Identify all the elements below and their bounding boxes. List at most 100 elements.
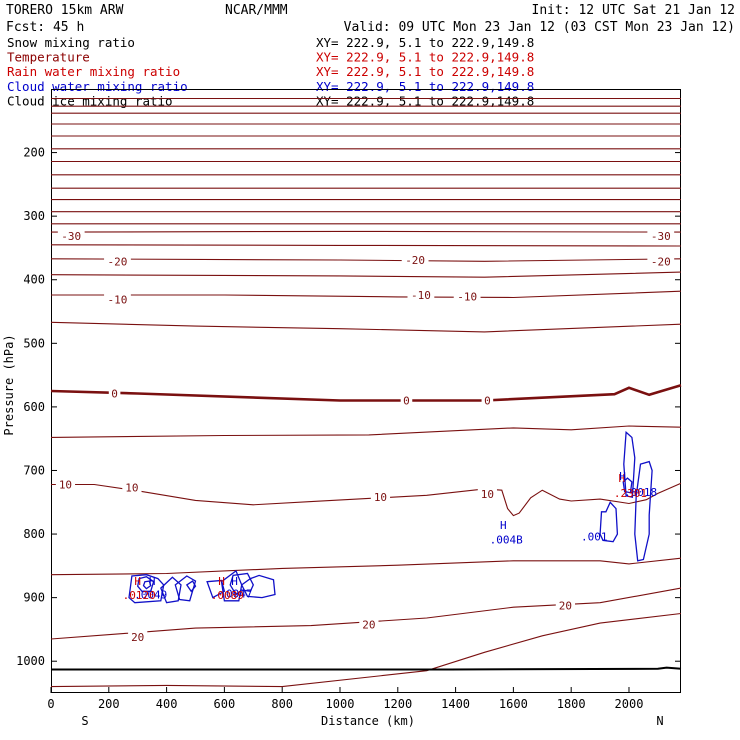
x-tick-label: 400	[156, 697, 178, 711]
cloud-water-contour	[622, 477, 633, 494]
end-label-south: S	[81, 714, 88, 728]
isotherm-line	[50, 587, 682, 640]
isotherm-label-bg	[55, 478, 76, 491]
cloud-water-contour	[240, 574, 276, 599]
isotherm-label-bg	[481, 394, 494, 407]
isotherm-label: 10	[125, 482, 138, 495]
cloud-water-contour	[634, 460, 653, 562]
isotherm-label: 20	[362, 618, 375, 631]
cloud-water-contour	[128, 574, 165, 604]
legend-label: Cloud water mixing ratio	[7, 79, 188, 94]
init-time: Init: 12 UTC Sat 21 Jan 12	[532, 3, 736, 18]
isotherm-label-bg	[108, 387, 121, 400]
isotherm-label: 0	[111, 388, 118, 401]
isotherm-label: -10	[457, 290, 477, 303]
contour-labels: -30 -30 -20 -20 -20 -10 -10 -10 0 0 0 10 10 10 10 20 20 2…	[55, 229, 675, 644]
isotherm-label-bg	[104, 293, 131, 306]
high-marker: H	[149, 575, 156, 588]
isotherm-line	[50, 271, 682, 278]
x-tick-label: 1400	[441, 697, 470, 711]
isotherm-label: -20	[405, 254, 425, 267]
freezing-isotherm	[50, 384, 682, 402]
legend-xy: XY= 222.9, 5.1 to 222.9,149.8	[316, 35, 534, 50]
cloud-water-contour	[220, 569, 243, 602]
x-tick-label: 800	[271, 697, 293, 711]
legend-xy: XY= 222.9, 5.1 to 222.9,149.8	[316, 93, 534, 108]
valid-time: Valid: 09 UTC Mon 23 Jan 12 (03 CST Mon …	[344, 20, 735, 35]
high-marker: H	[619, 470, 626, 483]
isotherm-label: 10	[481, 488, 494, 501]
isotherm-line	[51, 482, 682, 517]
ground-surface	[51, 666, 682, 671]
y-tick-label: 700	[23, 463, 45, 477]
mixing-ratio-label: .2301	[614, 487, 647, 500]
isotherm-label-bg	[104, 255, 131, 268]
model-title: TORERO 15km ARW	[6, 3, 124, 18]
legend-label: Cloud ice mixing ratio	[7, 93, 173, 108]
x-tick-label: 1600	[499, 697, 528, 711]
isotherm-line	[50, 258, 682, 262]
isotherm-label: -30	[651, 230, 671, 243]
legend: Snow mixing ratio XY= 222.9, 5.1 to 222.9…	[7, 35, 534, 108]
isotherm-label: -10	[108, 293, 128, 306]
legend-label: Rain water mixing ratio	[7, 64, 180, 79]
y-tick-label: 300	[23, 209, 45, 223]
isotherm-label-bg	[57, 229, 85, 242]
isotherm-label-bg	[370, 491, 391, 504]
cloud-water-contour	[206, 579, 226, 599]
cloud-water-contours	[128, 430, 653, 604]
cloud-water-contour	[185, 580, 197, 593]
high-marker: H	[134, 575, 141, 588]
forecast-hour: Fcst: 45 h	[6, 20, 84, 35]
isotherm-line	[50, 425, 682, 438]
isotherm-label-bg	[128, 631, 148, 644]
isotherm-line	[50, 557, 682, 576]
legend-xy: XY= 222.9, 5.1 to 222.9,149.8	[316, 64, 534, 79]
x-tick-label: 600	[214, 697, 236, 711]
isotherm-label-bg	[647, 255, 675, 268]
isotherm-line	[51, 290, 682, 299]
high-marker: H	[231, 575, 238, 588]
cloud-water-contour	[599, 501, 619, 543]
org-label: NCAR/MMM	[225, 3, 288, 18]
y-tick-label: 900	[23, 591, 45, 605]
high-marker: H	[618, 472, 625, 485]
mixing-ratio-label: .0047	[219, 588, 252, 601]
isotherm-label: 0	[484, 395, 491, 408]
x-tick-label: 0	[47, 697, 54, 711]
isotherm-label: -20	[108, 255, 128, 268]
cloud-water-contour	[174, 575, 197, 602]
isotherm-label: -30	[61, 230, 81, 243]
x-tick-label: 200	[98, 697, 120, 711]
isotherm-label: -20	[651, 255, 671, 268]
cloud-water-contour	[229, 572, 255, 596]
x-tick-label: 1800	[557, 697, 586, 711]
isotherm-label-bg	[407, 288, 435, 301]
legend-xy: XY= 222.9, 5.1 to 222.9,149.8	[316, 50, 534, 65]
high-marker: H	[500, 519, 507, 532]
temperature-contours	[50, 97, 682, 688]
isotherm-label-bg	[555, 599, 576, 612]
end-label-north: N	[656, 714, 663, 728]
y-tick-label: 200	[23, 146, 45, 160]
y-tick-label: 500	[23, 336, 45, 350]
isotherm-line	[50, 612, 682, 688]
isotherm-line	[50, 321, 682, 333]
y-axis-title: Pressure (hPa)	[2, 334, 16, 435]
mixing-ratio-label: .0089	[211, 589, 244, 602]
legend-label: Snow mixing ratio	[7, 35, 135, 50]
cloud-water-contour	[142, 580, 152, 590]
y-tick-label: 600	[23, 400, 45, 414]
cloud-water-contour	[137, 575, 155, 592]
y-tick-label: 400	[23, 273, 45, 287]
isotherm-label-bg	[122, 481, 142, 494]
isotherm-label: 20	[131, 631, 144, 644]
legend-label: Temperature	[7, 50, 90, 65]
isotherm-label: 10	[59, 478, 72, 491]
x-tick-label: 1200	[383, 697, 412, 711]
mixing-ratio-label: .001	[581, 530, 608, 543]
isotherm-label-bg	[400, 394, 413, 407]
mixing-ratio-label: .004B	[490, 534, 523, 547]
